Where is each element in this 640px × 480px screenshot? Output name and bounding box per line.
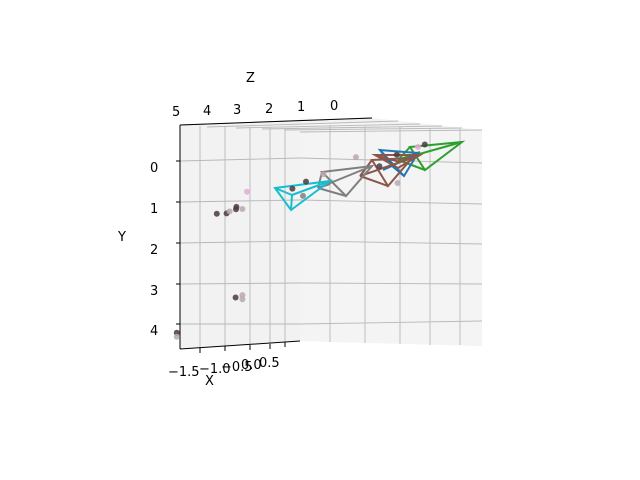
grid: [179, 117, 483, 348]
scatter-point: [289, 185, 296, 192]
scatter-point: [415, 143, 421, 150]
x-tick-label: −1.0: [199, 362, 231, 377]
z-tick-label: 4: [203, 104, 211, 119]
axis-lines: [179, 117, 373, 350]
scatter-point: [239, 296, 246, 303]
scatter-point: [393, 151, 400, 158]
scatter-point: [173, 333, 180, 340]
scatter-point: [239, 292, 246, 299]
x-tick-label: 0.5: [259, 356, 280, 371]
z-tick-label: 0: [330, 99, 338, 114]
scatter-point: [300, 192, 306, 199]
scatter-point: [226, 208, 233, 215]
scatter-point: [394, 180, 401, 186]
y-tick-label: 2: [150, 243, 158, 258]
y-tick-label: 1: [150, 202, 158, 217]
z-axis-label: Z: [246, 71, 255, 86]
z-tick-label: 3: [233, 103, 241, 118]
scatter-point: [353, 154, 359, 161]
scatter-point: [303, 178, 309, 185]
x-tick-label: −1.5: [168, 365, 200, 380]
side-pane: [300, 118, 482, 346]
scatter-point: [320, 171, 327, 178]
scatter-points: [173, 141, 428, 340]
camera-cyan: [273, 179, 334, 212]
z-tick-label: 1: [297, 100, 305, 115]
y-tick-label: 0: [150, 161, 158, 176]
z-tick-label: 2: [265, 102, 273, 117]
scatter-point: [213, 210, 220, 217]
z-tick-label: 5: [172, 105, 180, 120]
y-axis-label: Y: [117, 230, 126, 245]
scatter-point: [173, 329, 180, 336]
y-tick-label: 4: [150, 324, 158, 339]
scatter-point: [239, 206, 246, 212]
x-axis-label: X: [205, 374, 214, 389]
scatter-point: [232, 294, 239, 301]
y-tick-label: 3: [150, 284, 158, 299]
x-tick-label: 0.0: [241, 358, 262, 373]
scatter-point: [244, 188, 250, 195]
scatter-point: [233, 206, 239, 213]
tick-marks: [176, 160, 286, 353]
scatter-point: [421, 141, 428, 148]
x-tick-label: −0.5: [221, 360, 253, 375]
scatter-point: [376, 163, 383, 170]
